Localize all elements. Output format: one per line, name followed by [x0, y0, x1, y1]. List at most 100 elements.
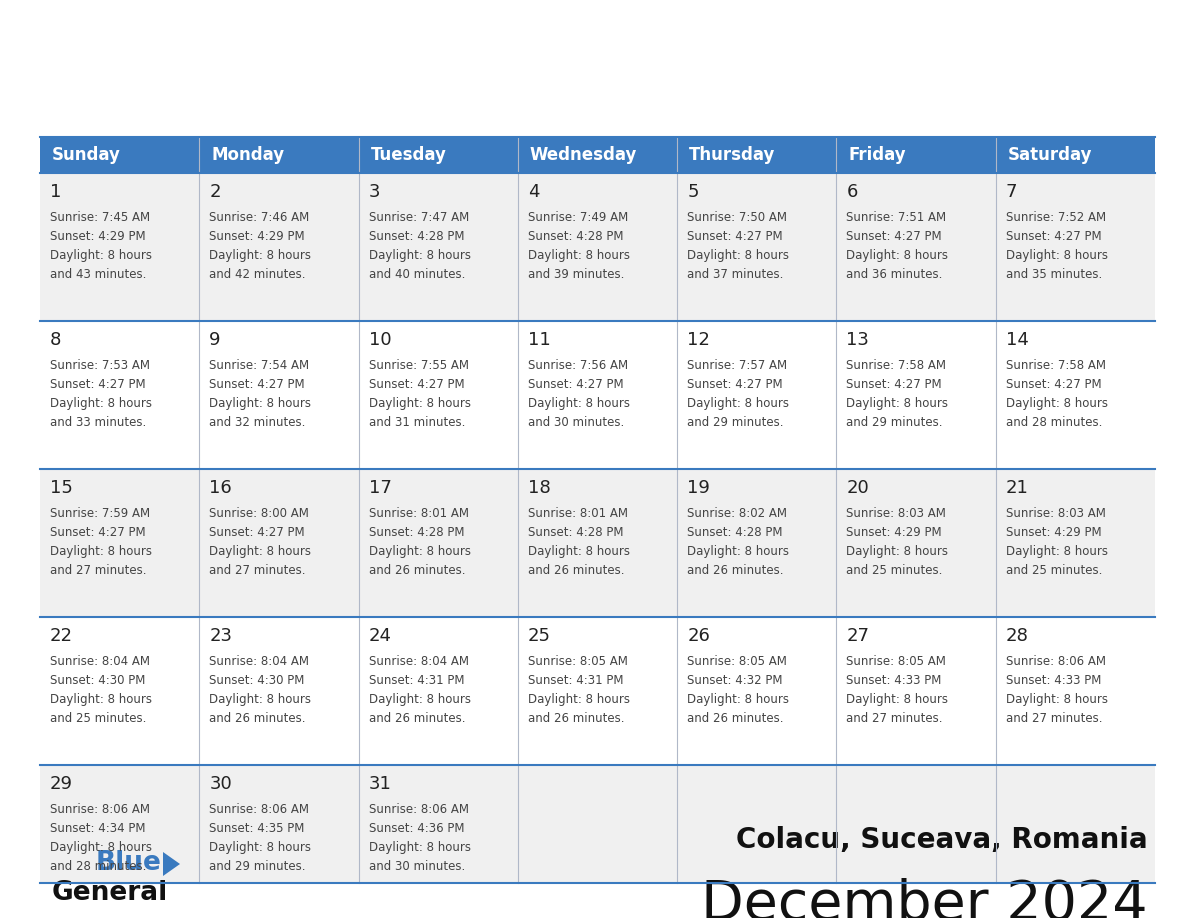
Text: 5: 5 [687, 183, 699, 201]
Text: Sunrise: 8:01 AM: Sunrise: 8:01 AM [527, 507, 627, 520]
Text: Sunrise: 7:51 AM: Sunrise: 7:51 AM [846, 211, 947, 224]
Text: and 40 minutes.: and 40 minutes. [368, 268, 465, 281]
Text: and 39 minutes.: and 39 minutes. [527, 268, 624, 281]
Text: Sunrise: 7:49 AM: Sunrise: 7:49 AM [527, 211, 628, 224]
Text: Sunrise: 7:53 AM: Sunrise: 7:53 AM [50, 359, 150, 372]
Text: Sunset: 4:29 PM: Sunset: 4:29 PM [846, 526, 942, 539]
Text: Sunrise: 8:04 AM: Sunrise: 8:04 AM [50, 655, 150, 668]
Text: Daylight: 8 hours: Daylight: 8 hours [368, 545, 470, 558]
Text: Sunset: 4:29 PM: Sunset: 4:29 PM [50, 230, 146, 243]
Text: Sunrise: 8:00 AM: Sunrise: 8:00 AM [209, 507, 309, 520]
Text: Sunrise: 8:05 AM: Sunrise: 8:05 AM [527, 655, 627, 668]
Text: 8: 8 [50, 331, 62, 349]
Text: and 26 minutes.: and 26 minutes. [527, 564, 625, 577]
Text: Daylight: 8 hours: Daylight: 8 hours [368, 249, 470, 262]
Text: Sunrise: 8:04 AM: Sunrise: 8:04 AM [209, 655, 309, 668]
Text: and 26 minutes.: and 26 minutes. [368, 564, 465, 577]
Text: 9: 9 [209, 331, 221, 349]
Text: 13: 13 [846, 331, 870, 349]
Text: Sunset: 4:27 PM: Sunset: 4:27 PM [687, 230, 783, 243]
Text: Daylight: 8 hours: Daylight: 8 hours [209, 545, 311, 558]
Bar [40, 617, 1155, 765]
Text: Daylight: 8 hours: Daylight: 8 hours [846, 545, 948, 558]
Text: and 43 minutes.: and 43 minutes. [50, 268, 146, 281]
Text: and 27 minutes.: and 27 minutes. [209, 564, 305, 577]
Text: Sunset: 4:27 PM: Sunset: 4:27 PM [368, 378, 465, 391]
Text: 25: 25 [527, 627, 551, 645]
Text: Daylight: 8 hours: Daylight: 8 hours [209, 841, 311, 854]
Text: Sunrise: 7:52 AM: Sunrise: 7:52 AM [1006, 211, 1106, 224]
Text: Sunset: 4:33 PM: Sunset: 4:33 PM [1006, 674, 1101, 687]
Text: 1: 1 [50, 183, 62, 201]
Text: Daylight: 8 hours: Daylight: 8 hours [846, 397, 948, 410]
Text: Sunset: 4:32 PM: Sunset: 4:32 PM [687, 674, 783, 687]
Text: Sunset: 4:28 PM: Sunset: 4:28 PM [527, 230, 624, 243]
Text: December 2024: December 2024 [701, 878, 1148, 918]
Text: Colacu, Suceava, Romania: Colacu, Suceava, Romania [737, 826, 1148, 854]
Text: Daylight: 8 hours: Daylight: 8 hours [527, 249, 630, 262]
Text: Sunset: 4:27 PM: Sunset: 4:27 PM [50, 526, 146, 539]
Text: Sunset: 4:31 PM: Sunset: 4:31 PM [368, 674, 465, 687]
Text: and 36 minutes.: and 36 minutes. [846, 268, 943, 281]
Text: Daylight: 8 hours: Daylight: 8 hours [368, 397, 470, 410]
Text: 2: 2 [209, 183, 221, 201]
Text: Thursday: Thursday [689, 146, 776, 164]
Text: Daylight: 8 hours: Daylight: 8 hours [1006, 397, 1107, 410]
Text: Sunrise: 8:06 AM: Sunrise: 8:06 AM [209, 803, 309, 816]
Bar [40, 321, 1155, 469]
Text: 23: 23 [209, 627, 233, 645]
Text: Sunset: 4:35 PM: Sunset: 4:35 PM [209, 822, 304, 835]
Text: Sunday: Sunday [52, 146, 121, 164]
Text: 6: 6 [846, 183, 858, 201]
Text: Sunrise: 7:59 AM: Sunrise: 7:59 AM [50, 507, 150, 520]
Text: Sunrise: 7:47 AM: Sunrise: 7:47 AM [368, 211, 469, 224]
Text: 7: 7 [1006, 183, 1017, 201]
Text: Sunrise: 8:06 AM: Sunrise: 8:06 AM [368, 803, 468, 816]
Text: and 26 minutes.: and 26 minutes. [368, 712, 465, 725]
Bar [40, 137, 1155, 173]
Text: Sunrise: 8:03 AM: Sunrise: 8:03 AM [1006, 507, 1106, 520]
Text: Daylight: 8 hours: Daylight: 8 hours [368, 693, 470, 706]
Text: Daylight: 8 hours: Daylight: 8 hours [209, 693, 311, 706]
Text: 17: 17 [368, 479, 392, 497]
Text: Daylight: 8 hours: Daylight: 8 hours [50, 397, 152, 410]
Text: Sunrise: 8:06 AM: Sunrise: 8:06 AM [50, 803, 150, 816]
Text: 24: 24 [368, 627, 392, 645]
Text: 21: 21 [1006, 479, 1029, 497]
Text: Sunrise: 8:03 AM: Sunrise: 8:03 AM [846, 507, 947, 520]
Text: and 30 minutes.: and 30 minutes. [368, 860, 465, 873]
Text: and 25 minutes.: and 25 minutes. [1006, 564, 1102, 577]
Text: Daylight: 8 hours: Daylight: 8 hours [50, 545, 152, 558]
Text: Daylight: 8 hours: Daylight: 8 hours [687, 249, 789, 262]
Text: Daylight: 8 hours: Daylight: 8 hours [209, 249, 311, 262]
Text: and 42 minutes.: and 42 minutes. [209, 268, 305, 281]
Text: Sunset: 4:34 PM: Sunset: 4:34 PM [50, 822, 145, 835]
Text: Daylight: 8 hours: Daylight: 8 hours [1006, 545, 1107, 558]
Text: and 29 minutes.: and 29 minutes. [209, 860, 305, 873]
Text: and 25 minutes.: and 25 minutes. [50, 712, 146, 725]
Text: and 25 minutes.: and 25 minutes. [846, 564, 943, 577]
Text: Daylight: 8 hours: Daylight: 8 hours [50, 249, 152, 262]
Text: and 37 minutes.: and 37 minutes. [687, 268, 784, 281]
Text: Daylight: 8 hours: Daylight: 8 hours [527, 545, 630, 558]
Text: Sunrise: 7:45 AM: Sunrise: 7:45 AM [50, 211, 150, 224]
Text: Sunset: 4:28 PM: Sunset: 4:28 PM [368, 230, 465, 243]
Text: and 27 minutes.: and 27 minutes. [1006, 712, 1102, 725]
Text: Daylight: 8 hours: Daylight: 8 hours [209, 397, 311, 410]
Text: and 29 minutes.: and 29 minutes. [846, 416, 943, 429]
Text: Blue: Blue [96, 850, 162, 876]
Text: and 35 minutes.: and 35 minutes. [1006, 268, 1102, 281]
Text: Daylight: 8 hours: Daylight: 8 hours [846, 693, 948, 706]
Text: 28: 28 [1006, 627, 1029, 645]
Bar [40, 765, 1155, 883]
Text: 11: 11 [527, 331, 550, 349]
Text: Sunrise: 8:01 AM: Sunrise: 8:01 AM [368, 507, 468, 520]
Text: Sunrise: 8:04 AM: Sunrise: 8:04 AM [368, 655, 468, 668]
Text: Tuesday: Tuesday [371, 146, 447, 164]
Text: 14: 14 [1006, 331, 1029, 349]
Text: Sunrise: 7:50 AM: Sunrise: 7:50 AM [687, 211, 788, 224]
Text: 12: 12 [687, 331, 710, 349]
Text: Sunrise: 8:02 AM: Sunrise: 8:02 AM [687, 507, 788, 520]
Polygon shape [163, 852, 181, 876]
Text: and 32 minutes.: and 32 minutes. [209, 416, 305, 429]
